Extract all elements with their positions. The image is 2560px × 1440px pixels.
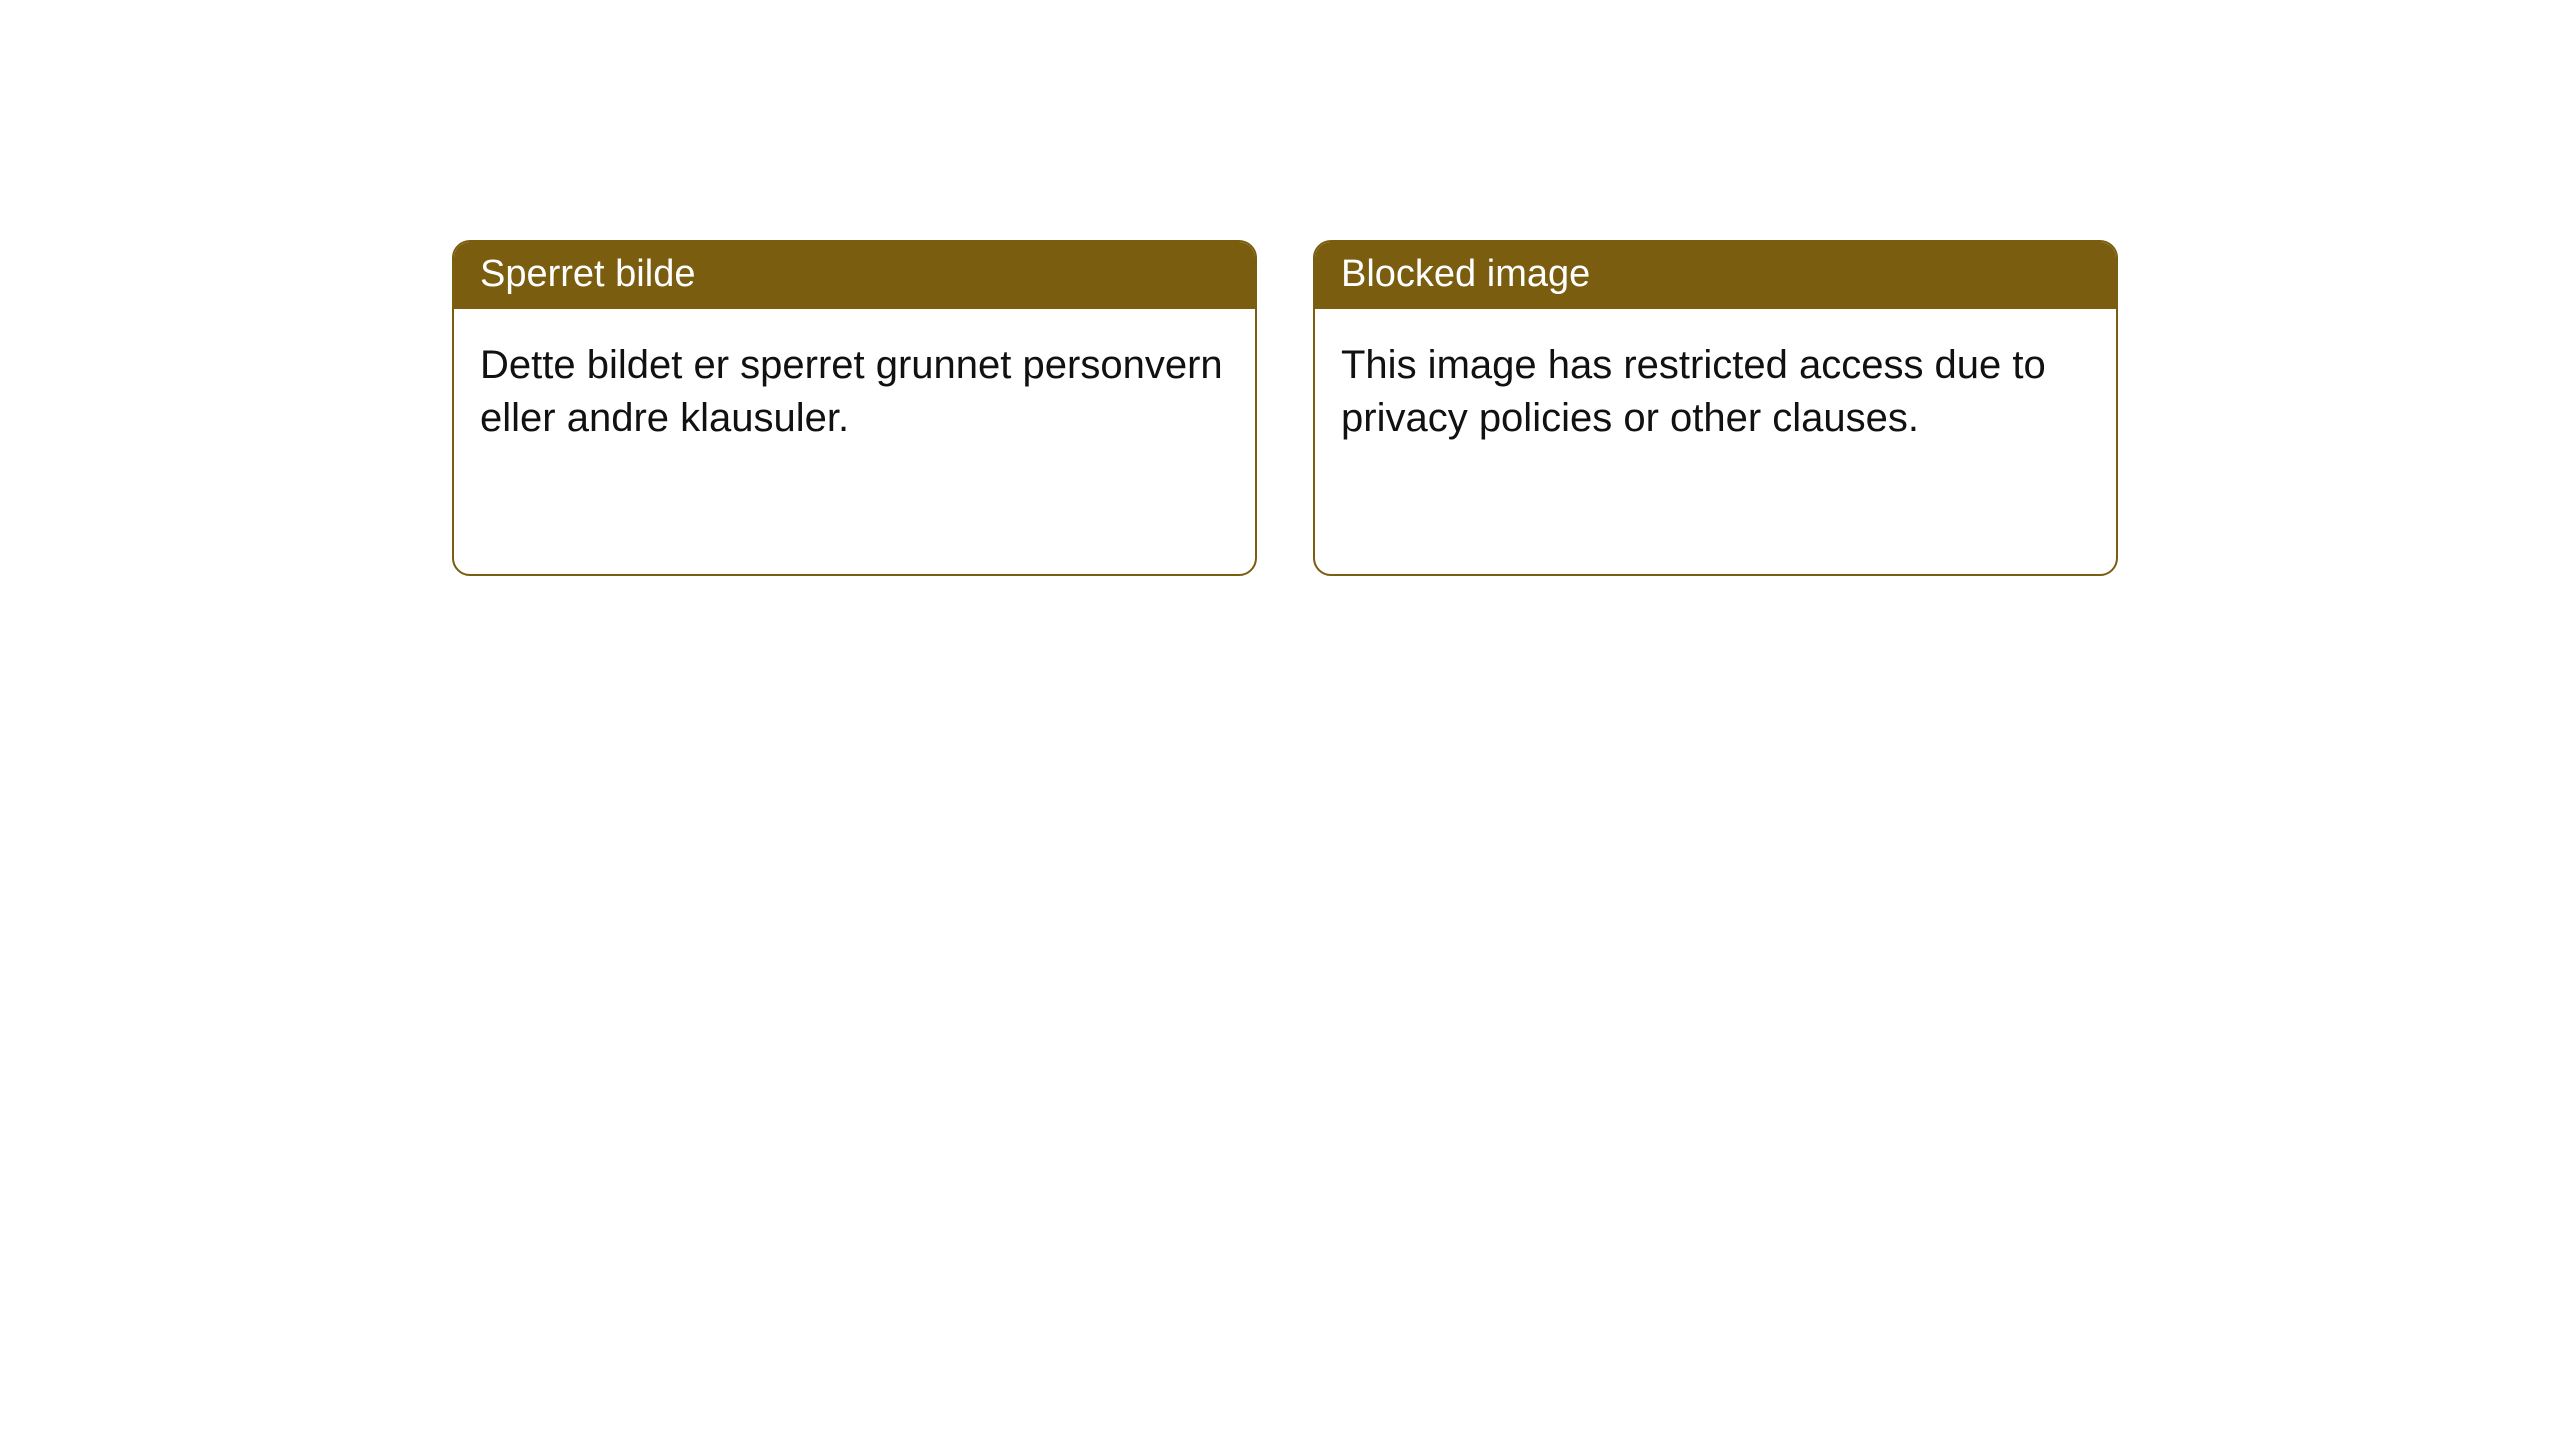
notice-container: Sperret bilde Dette bildet er sperret gr…: [0, 0, 2560, 576]
notice-box-english: Blocked image This image has restricted …: [1313, 240, 2118, 576]
notice-body-norwegian: Dette bildet er sperret grunnet personve…: [454, 309, 1255, 465]
notice-body-english: This image has restricted access due to …: [1315, 309, 2116, 465]
notice-box-norwegian: Sperret bilde Dette bildet er sperret gr…: [452, 240, 1257, 576]
notice-title-english: Blocked image: [1315, 242, 2116, 309]
notice-title-norwegian: Sperret bilde: [454, 242, 1255, 309]
